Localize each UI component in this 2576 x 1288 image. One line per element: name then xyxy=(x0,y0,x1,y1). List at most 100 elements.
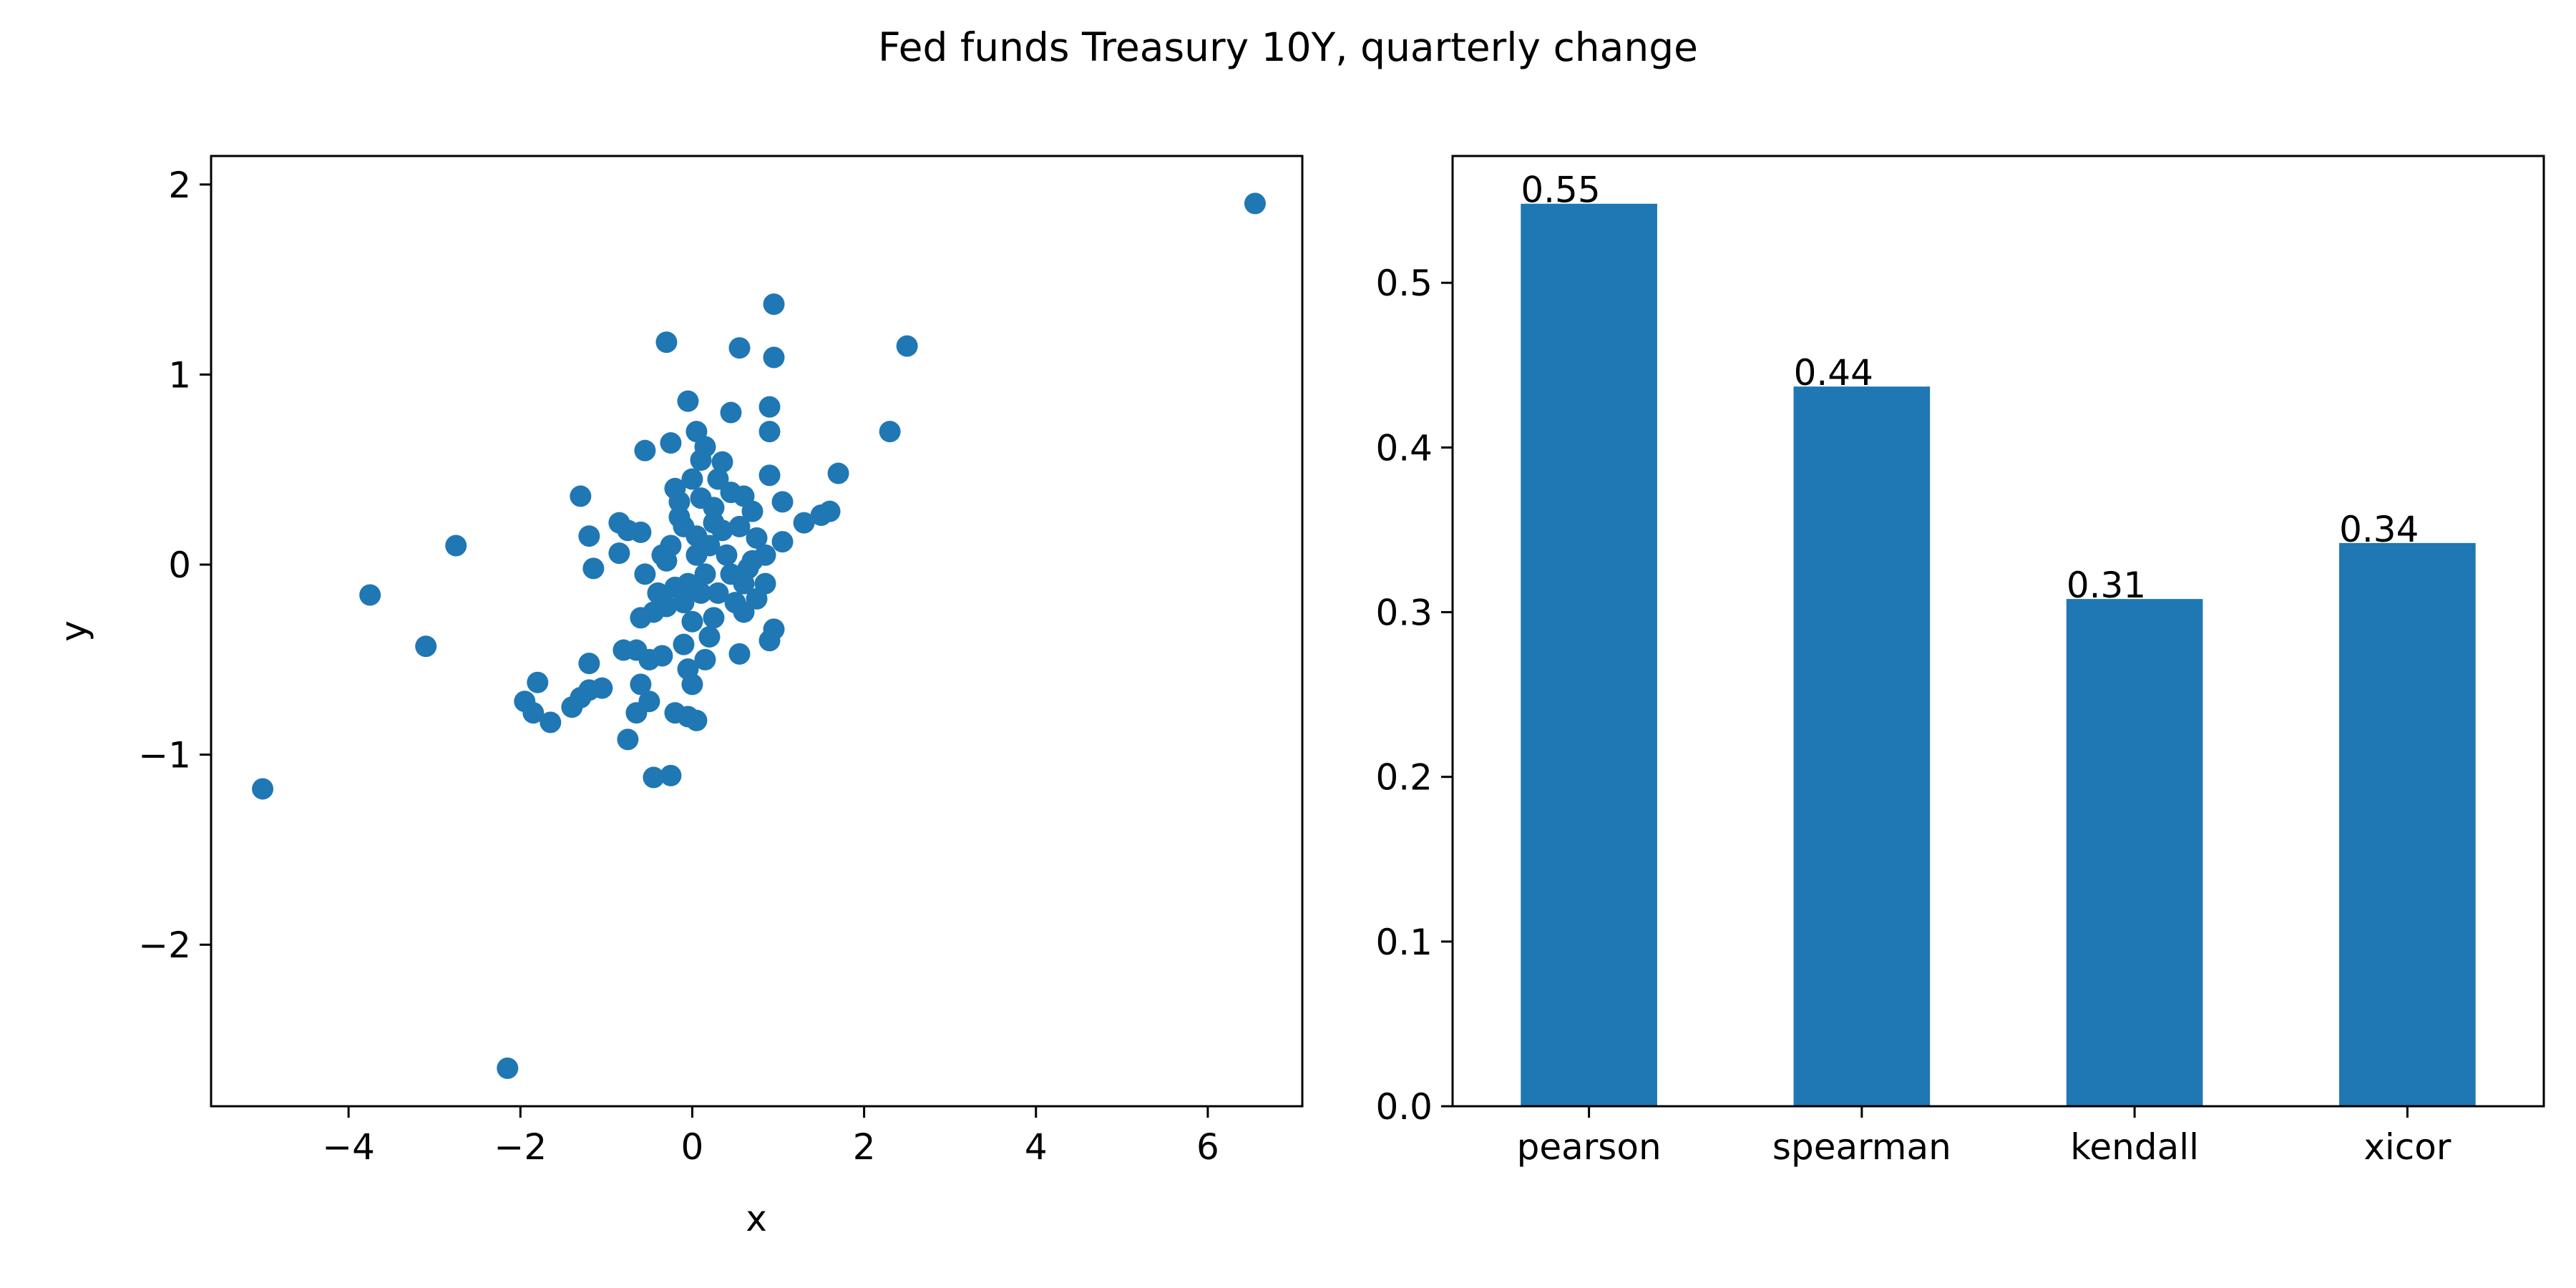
scatter-point xyxy=(625,702,648,724)
scatter-point xyxy=(497,1057,519,1079)
scatter-y-tick-label: 0 xyxy=(168,545,191,586)
bar-y-tick-label: 0.2 xyxy=(1375,757,1433,799)
scatter-point xyxy=(707,468,729,490)
scatter-point xyxy=(703,607,725,629)
scatter-y-tick-label: 1 xyxy=(168,354,191,396)
scatter-point xyxy=(694,648,716,670)
scatter-point xyxy=(677,390,699,412)
bar-y-tick-label: 0.0 xyxy=(1375,1086,1433,1128)
bar-category-label: kendall xyxy=(2070,1126,2199,1168)
scatter-point xyxy=(608,542,630,565)
scatter-point xyxy=(570,485,592,507)
scatter-point xyxy=(758,630,781,652)
scatter-x-tick-label: 4 xyxy=(1025,1126,1048,1168)
scatter-point xyxy=(754,544,776,566)
scatter-x-tick-label: −4 xyxy=(322,1126,375,1168)
bar-pearson xyxy=(1521,203,1657,1106)
scatter-point xyxy=(720,401,742,424)
scatter-point xyxy=(643,766,665,789)
scatter-x-tick-label: 0 xyxy=(681,1126,704,1168)
scatter-point xyxy=(746,527,768,549)
scatter-point xyxy=(582,557,605,580)
scatter-point xyxy=(617,728,639,751)
bar-y-ticks: 0.0 0.1 0.2 0.3 0.4 0.5 xyxy=(1375,263,1453,1128)
bar-category-label: pearson xyxy=(1517,1126,1662,1168)
bar-category-label: spearman xyxy=(1772,1126,1951,1168)
scatter-point xyxy=(879,421,901,443)
scatter-x-axis-label: x xyxy=(746,1198,767,1239)
scatter-point xyxy=(686,709,708,731)
scatter-plot-frame xyxy=(210,155,1304,1108)
scatter-point xyxy=(540,711,562,733)
scatter-point xyxy=(896,335,918,357)
scatter-point xyxy=(591,677,613,699)
scatter-x-tick-label: −2 xyxy=(494,1126,547,1168)
scatter-point xyxy=(359,584,381,606)
scatter-y-ticks: −2 −1 0 1 2 xyxy=(138,165,211,966)
scatter-point xyxy=(758,464,781,487)
bar-data-label: 0.34 xyxy=(2339,509,2419,550)
scatter-point xyxy=(445,535,467,557)
bar-y-tick-label: 0.5 xyxy=(1375,263,1433,304)
scatter-point xyxy=(527,671,549,693)
scatter-point xyxy=(771,531,794,553)
scatter-y-tick-label: −2 xyxy=(138,924,191,966)
scatter-point xyxy=(763,293,785,316)
scatter-point xyxy=(634,563,656,585)
scatter-y-tick-label: 2 xyxy=(168,165,191,206)
scatter-point xyxy=(728,515,751,537)
scatter-point xyxy=(793,512,815,534)
bar-plot-frame xyxy=(1451,155,2545,1108)
scatter-point xyxy=(686,544,708,566)
scatter-point xyxy=(651,544,673,566)
scatter-y-tick-label: −1 xyxy=(138,735,191,776)
scatter-point xyxy=(660,432,682,454)
bar-kendall xyxy=(2066,599,2203,1106)
scatter-point xyxy=(746,587,768,610)
scatter-point xyxy=(703,512,725,534)
scatter-point xyxy=(655,595,678,618)
scatter-point xyxy=(681,468,703,490)
scatter-point xyxy=(522,702,545,724)
scatter-panel: −4 −2 0 2 4 6 −2 −1 0 1 2 x y xyxy=(53,155,1304,1239)
scatter-point xyxy=(668,506,691,528)
scatter-y-axis-label: y xyxy=(53,620,94,642)
bar-category-label: xicor xyxy=(2363,1126,2451,1168)
scatter-x-tick-label: 6 xyxy=(1196,1126,1219,1168)
scatter-point xyxy=(690,582,712,604)
scatter-point xyxy=(664,477,686,499)
scatter-point xyxy=(724,592,746,614)
scatter-point xyxy=(711,451,733,473)
bar-xicor xyxy=(2339,542,2476,1106)
bar-y-tick-label: 0.4 xyxy=(1375,427,1433,469)
scatter-point xyxy=(690,449,712,471)
scatter-point xyxy=(737,557,759,580)
scatter-point xyxy=(758,396,781,418)
scatter-point xyxy=(698,625,721,648)
scatter-point xyxy=(634,439,656,462)
scatter-point xyxy=(252,778,274,800)
scatter-x-ticks: −4 −2 0 2 4 6 xyxy=(322,1106,1219,1168)
scatter-point xyxy=(1244,192,1266,215)
scatter-point xyxy=(630,521,652,543)
bar-data-label: 0.31 xyxy=(2067,565,2146,606)
scatter-point xyxy=(681,610,703,633)
bar-spearman xyxy=(1793,386,1931,1106)
scatter-point xyxy=(651,645,673,667)
scatter-point xyxy=(716,544,738,566)
scatter-point xyxy=(810,504,832,526)
scatter-point xyxy=(694,563,716,585)
scatter-point xyxy=(578,525,600,547)
scatter-point xyxy=(763,346,785,369)
scatter-point xyxy=(655,331,678,353)
scatter-point xyxy=(827,462,849,484)
scatter-point xyxy=(771,491,794,513)
scatter-point xyxy=(741,500,763,522)
bar-series xyxy=(1521,203,2476,1106)
bar-data-label: 0.55 xyxy=(1521,170,1600,211)
scatter-point xyxy=(415,635,437,658)
scatter-x-tick-label: 2 xyxy=(853,1126,876,1168)
bar-y-tick-label: 0.1 xyxy=(1375,922,1433,963)
scatter-point xyxy=(703,497,725,519)
